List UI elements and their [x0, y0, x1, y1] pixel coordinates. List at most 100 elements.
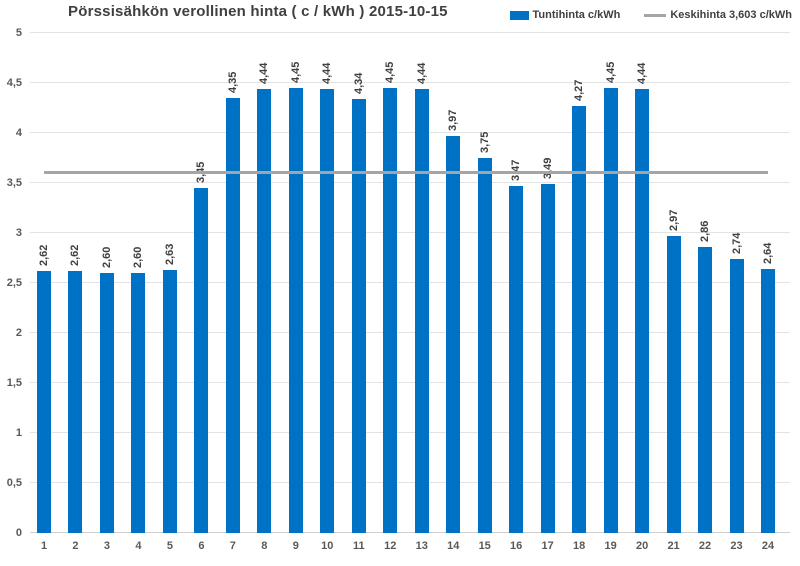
bar-value-label: 2,97 [667, 209, 680, 231]
bar-hour-10 [320, 89, 335, 533]
x-axis-tick-label: 22 [698, 540, 712, 552]
bar-value-label: 4,44 [321, 62, 334, 84]
bar-hour-17 [540, 184, 555, 533]
bar-value-label: 4,45 [604, 61, 617, 83]
bar-value-label: 2,74 [730, 232, 743, 254]
x-axis-tick-label: 20 [635, 540, 649, 552]
x-axis-tick-label: 23 [730, 540, 743, 552]
x-axis-tick-label: 17 [541, 540, 554, 552]
gridline [30, 532, 790, 533]
x-axis-tick-label: 4 [135, 540, 142, 552]
x-axis-tick-label: 3 [103, 540, 111, 552]
x-axis-tick-label: 10 [321, 540, 334, 552]
bar-hour-14 [446, 136, 461, 533]
bar-value-label: 4,45 [289, 61, 302, 83]
x-axis-tick-label: 18 [573, 540, 586, 552]
bar-hour-9 [288, 88, 303, 533]
gridline [30, 382, 790, 383]
bar-hour-7 [225, 98, 240, 533]
y-axis-tick-label: 4,5 [6, 76, 22, 89]
plot-area: 2,62 2,62 2,60 2,60 2,63 3,45 4,35 4,44 4,45 4,44… [30, 32, 790, 533]
gridline [30, 332, 790, 333]
y-axis-tick-label: 0 [15, 526, 22, 539]
x-axis-tick-label: 21 [667, 540, 680, 552]
bar-hour-18 [572, 106, 587, 533]
x-axis-tick-label: 5 [166, 540, 173, 552]
x-axis-tick-label: 1 [40, 540, 48, 552]
bar-hour-16 [509, 186, 524, 533]
y-axis-tick-label: 2,5 [6, 276, 22, 289]
bar-series-swatch-icon [509, 10, 529, 20]
bar-value-label: 4,27 [573, 79, 586, 101]
bar-hour-22 [698, 247, 713, 533]
bar-value-label: 3,97 [447, 109, 460, 131]
y-axis-tick-label: 5 [15, 26, 22, 39]
bar-hour-23 [729, 259, 744, 533]
bar-hour-11 [351, 99, 366, 533]
bar-hour-12 [383, 88, 398, 533]
x-axis-tick-label: 7 [229, 540, 236, 552]
x-axis-tick-label: 11 [352, 540, 365, 552]
y-axis-tick-label: 3 [15, 226, 22, 239]
bar-value-label: 2,60 [100, 246, 113, 268]
x-axis-tick-label: 2 [72, 540, 79, 552]
gridline [30, 432, 790, 433]
x-axis-tick-label: 15 [478, 540, 491, 552]
bar-value-label: 3,45 [195, 143, 207, 183]
bar-value-label: 2,86 [699, 220, 712, 242]
bar-value-label: 4,35 [226, 71, 239, 93]
y-axis-tick-label: 0,5 [6, 476, 22, 489]
gridline [30, 32, 790, 33]
bar-value-label: 4,45 [384, 61, 397, 83]
bar-hour-1 [37, 271, 51, 533]
bar-hour-8 [257, 89, 272, 533]
chart-title: Pörssisähkön verollinen hinta ( c / kWh … [68, 3, 448, 20]
average-line-swatch-icon [644, 13, 667, 17]
bar-value-label: 2,63 [163, 243, 176, 265]
y-axis-tick-label: 1,5 [6, 376, 22, 389]
bar-hour-6 [194, 188, 209, 533]
legend-item-average-price: Keskihinta 3,603 c/kWh [644, 9, 792, 21]
bar-hour-19 [603, 88, 618, 533]
y-axis-tick-label: 1 [15, 426, 22, 439]
bar-hour-2 [68, 271, 83, 533]
gridline [30, 82, 790, 83]
y-axis-tick-label: 4 [15, 126, 22, 139]
legend-label-hourly-price: Tuntihinta c/kWh [532, 9, 621, 21]
legend-item-hourly-price: Tuntihinta c/kWh [509, 9, 621, 21]
x-axis-tick-label: 13 [415, 540, 428, 552]
x-axis-tick-label: 8 [261, 540, 268, 552]
x-axis-tick-label: 16 [510, 540, 523, 552]
legend-label-average-price: Keskihinta 3,603 c/kWh [670, 9, 792, 21]
bar-value-label: 4,44 [415, 62, 428, 84]
bar-value-label: 3,47 [510, 141, 522, 181]
bar-hour-13 [414, 89, 429, 533]
x-axis: 1 2 3 4 5 6 7 8 9 10 11 12 13 14 15 16 17 18 19 20 21 22 23 24 [30, 539, 790, 555]
x-axis-tick-label: 19 [604, 540, 617, 552]
bar-hour-3 [99, 273, 114, 533]
x-axis-tick-label: 6 [198, 540, 205, 552]
bar-value-label: 4,44 [258, 62, 271, 84]
average-price-line [44, 171, 768, 175]
y-axis-tick-label: 3,5 [6, 176, 22, 189]
bar-hour-20 [635, 89, 650, 533]
x-axis-tick-label: 24 [761, 540, 775, 552]
x-axis-tick-label: 9 [292, 540, 299, 552]
bar-value-label: 2,64 [762, 242, 774, 264]
chart-legend: Tuntihinta c/kWh Keskihinta 3,603 c/kWh [509, 9, 792, 21]
y-axis: 0 0,5 1 1,5 2 2,5 3 3,5 4 4,5 5 [0, 27, 25, 539]
bar-hour-4 [131, 273, 146, 533]
bar-value-label: 2,62 [38, 244, 50, 266]
y-axis-tick-label: 2 [15, 326, 22, 339]
bar-hour-5 [162, 270, 177, 533]
bar-hour-21 [666, 236, 681, 533]
bar-value-label: 3,75 [478, 131, 491, 153]
gridline [30, 232, 790, 233]
bar-value-label: 2,60 [132, 246, 145, 268]
gridline [30, 282, 790, 283]
gridline [30, 132, 790, 133]
bar-hour-15 [477, 158, 492, 533]
x-axis-tick-label: 12 [384, 540, 397, 552]
gridline [30, 182, 790, 183]
